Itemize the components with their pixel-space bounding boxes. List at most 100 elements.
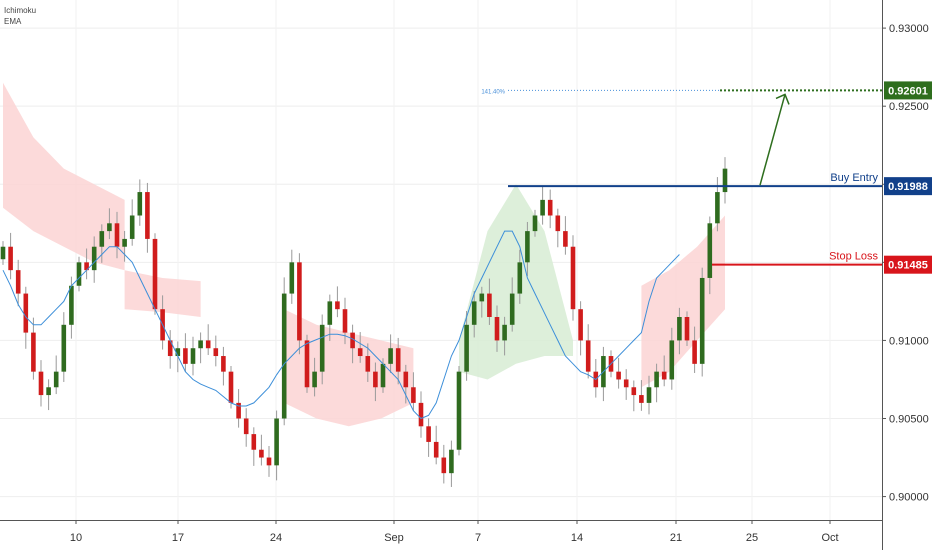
candle-body (335, 301, 340, 310)
target-arrow-head (775, 93, 790, 105)
candle-body (129, 215, 135, 239)
candle-body (221, 356, 226, 372)
candle-body (487, 293, 492, 317)
candle-body (274, 418, 279, 466)
x-axis-tick-label: 24 (270, 532, 282, 544)
price-badge-label: 0.91988 (888, 181, 928, 193)
gridlines (0, 0, 882, 520)
candle-body (433, 441, 439, 458)
candle-body (91, 246, 97, 271)
candle-body (23, 293, 29, 333)
cloud-segment (124, 270, 201, 317)
candle-body (259, 449, 264, 458)
candle-body (479, 293, 485, 302)
x-axis-tick-label: Oct (821, 532, 838, 544)
candle-body (388, 348, 393, 364)
candle-body (707, 223, 713, 278)
candle-body (281, 293, 287, 419)
candle-body (198, 340, 203, 349)
candle-body (570, 246, 576, 310)
trade-levels: Buy Entry Stop Loss 141.40% (481, 89, 882, 266)
candle-body (494, 316, 500, 341)
candle-body (0, 246, 6, 260)
candle-body (61, 324, 67, 372)
candle-body (449, 449, 454, 474)
x-axis-tick-label: 7 (475, 532, 481, 544)
y-axis-tick-label: 0.91000 (889, 335, 929, 347)
candle-body (145, 192, 150, 239)
candle-body (540, 199, 545, 216)
candle-body (31, 332, 36, 372)
candle-body (76, 262, 82, 286)
legend-ema[interactable]: EMA (4, 17, 22, 26)
candle-body (692, 340, 697, 364)
y-axis-tick-label: 0.92500 (889, 101, 929, 113)
target-arrow-shaft (759, 94, 786, 186)
candle-body (84, 262, 89, 271)
candle-body (251, 434, 257, 450)
x-axis-tick-label: 14 (571, 532, 583, 544)
cloud-segment (284, 309, 414, 427)
y-axis-tick-label: 0.90000 (889, 492, 929, 504)
candle-body (715, 192, 720, 224)
x-axis-tick-label: 21 (670, 532, 682, 544)
candle-body (137, 192, 143, 216)
candle-body (631, 387, 637, 396)
candle-body (152, 238, 158, 310)
candle-body (616, 371, 621, 380)
candle-body (327, 301, 333, 325)
candle-body (122, 238, 127, 247)
candle-body (319, 324, 325, 372)
candle-body (669, 340, 675, 380)
candle-body (190, 348, 196, 364)
candle-body (684, 316, 690, 341)
cloud-segment (3, 82, 125, 271)
fib-extension-label: 141.40% (481, 89, 505, 95)
candle-body (107, 223, 112, 232)
candle-body (464, 324, 469, 372)
candle-body (167, 340, 173, 357)
candle-body (585, 340, 591, 372)
x-axis-tick-label: 17 (172, 532, 184, 544)
candle-body (99, 231, 105, 247)
stop-loss-label: Stop Loss (829, 251, 878, 263)
buy-entry-label: Buy Entry (830, 172, 878, 184)
price-badge (884, 177, 932, 196)
ichimoku-cloud (3, 82, 725, 427)
candle-body (289, 262, 295, 294)
candle-body (426, 426, 431, 442)
price-badge (884, 81, 932, 100)
candle-body (213, 348, 219, 357)
legend-ichimoku[interactable]: Ichimoku (4, 6, 37, 15)
candle-body (304, 340, 310, 388)
candle-body (639, 395, 644, 403)
candle-body (38, 371, 44, 396)
candle-body (418, 402, 424, 427)
x-axis-tick-label: Sep (384, 532, 404, 544)
candle-body (114, 223, 120, 247)
candle-body (563, 231, 568, 247)
candle-body (15, 270, 21, 294)
candle-body (646, 387, 652, 403)
candle-body (312, 371, 317, 388)
x-axis-tick-label: 25 (746, 532, 758, 544)
candle-body (243, 418, 249, 435)
candle-body (46, 387, 51, 396)
candle-body (525, 231, 530, 263)
candle-body (183, 348, 188, 364)
candle-body (8, 246, 13, 271)
y-axis-tick-label: 0.93000 (889, 23, 929, 35)
cloud-segment (641, 215, 725, 388)
candle-body (175, 348, 181, 357)
candle-body (555, 215, 561, 232)
candle-body (350, 332, 355, 349)
candle-body (228, 371, 234, 403)
candle-body (623, 379, 629, 388)
candle-body (699, 277, 705, 364)
candle-body (342, 309, 348, 333)
y-axis-tick-label: 0.90500 (889, 413, 929, 425)
ema-line (2, 230, 680, 420)
candle-body (471, 301, 477, 325)
candle-body (441, 457, 447, 474)
